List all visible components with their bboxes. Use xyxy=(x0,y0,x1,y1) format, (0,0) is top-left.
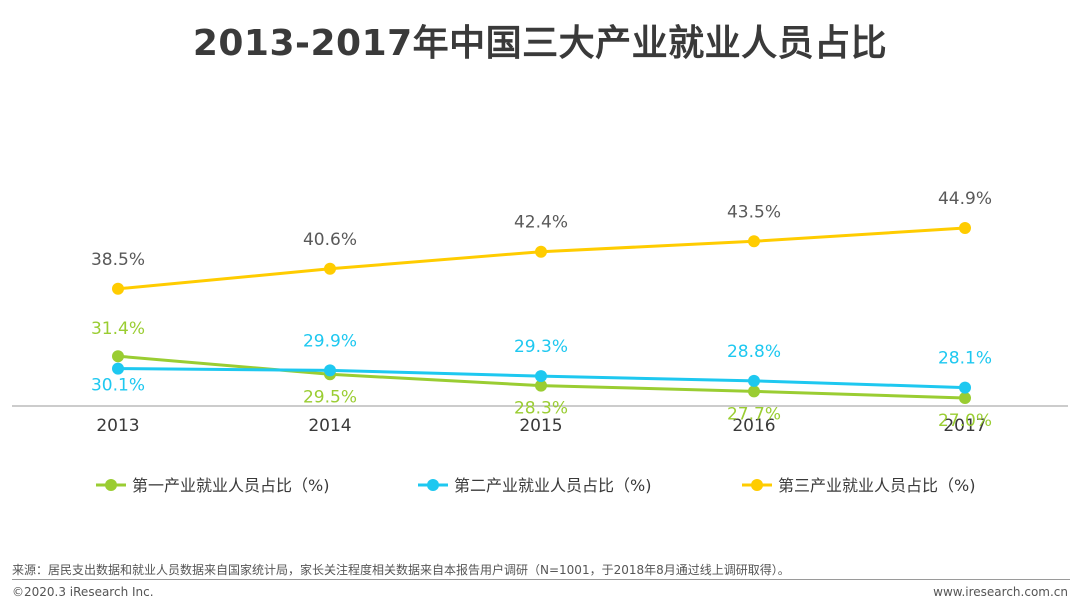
legend-marker xyxy=(751,479,763,491)
data-point xyxy=(535,245,547,258)
data-label: 28.3% xyxy=(514,399,568,419)
copyright-text: ©2020.3 iResearch Inc. xyxy=(12,585,154,599)
x-tick-label: 2016 xyxy=(732,416,775,436)
data-point xyxy=(112,282,124,295)
data-point xyxy=(112,362,124,375)
chart-title: 2013-2017年中国三大产业就业人员占比 xyxy=(192,23,888,64)
x-tick-label: 2013 xyxy=(96,416,139,436)
data-label: 29.3% xyxy=(514,337,568,357)
data-point xyxy=(748,385,760,398)
data-point xyxy=(535,379,547,392)
data-label: 29.9% xyxy=(303,331,357,351)
data-label: 38.5% xyxy=(91,250,145,270)
data-point xyxy=(535,370,547,383)
data-label: 30.1% xyxy=(91,376,145,396)
data-label: 40.6% xyxy=(303,230,357,250)
x-tick-label: 2014 xyxy=(308,416,351,436)
source-note: 来源：居民支出数据和就业人员数据来自国家统计局，家长关注程度相关数据来自本报告用… xyxy=(12,563,790,577)
data-point xyxy=(748,235,760,248)
line-chart: 2013 2014 2015 2016 2017 31.4% 29.5% 28.3% 27.7%… xyxy=(12,189,1068,495)
data-point xyxy=(959,392,971,404)
legend-label: 第一产业就业人员占比（%) xyxy=(132,476,329,495)
legend-marker xyxy=(427,479,439,491)
legend-label: 第三产业就业人员占比（%) xyxy=(778,476,975,495)
data-point xyxy=(324,364,336,377)
data-point xyxy=(959,381,971,394)
data-label: 31.4% xyxy=(91,319,145,339)
website-text: www.iresearch.com.cn xyxy=(933,585,1068,599)
series-line xyxy=(117,226,966,291)
data-label: 28.8% xyxy=(727,342,781,362)
data-label: 44.9% xyxy=(938,189,992,209)
data-label: 43.5% xyxy=(727,202,781,222)
data-point xyxy=(959,222,971,234)
legend-marker xyxy=(105,479,117,491)
data-point xyxy=(324,262,336,275)
data-label: 27.0% xyxy=(938,411,992,431)
data-label: 27.7% xyxy=(727,404,781,424)
data-label: 28.1% xyxy=(938,349,992,369)
data-point xyxy=(112,350,124,363)
data-point xyxy=(748,374,760,387)
data-label: 42.4% xyxy=(514,213,568,233)
footer-divider xyxy=(12,579,1070,580)
x-tick-label: 2015 xyxy=(519,416,562,436)
data-label: 29.5% xyxy=(303,387,357,407)
legend-label: 第二产业就业人员占比（%) xyxy=(454,476,651,495)
x-tick-label: 2017 xyxy=(943,416,986,436)
